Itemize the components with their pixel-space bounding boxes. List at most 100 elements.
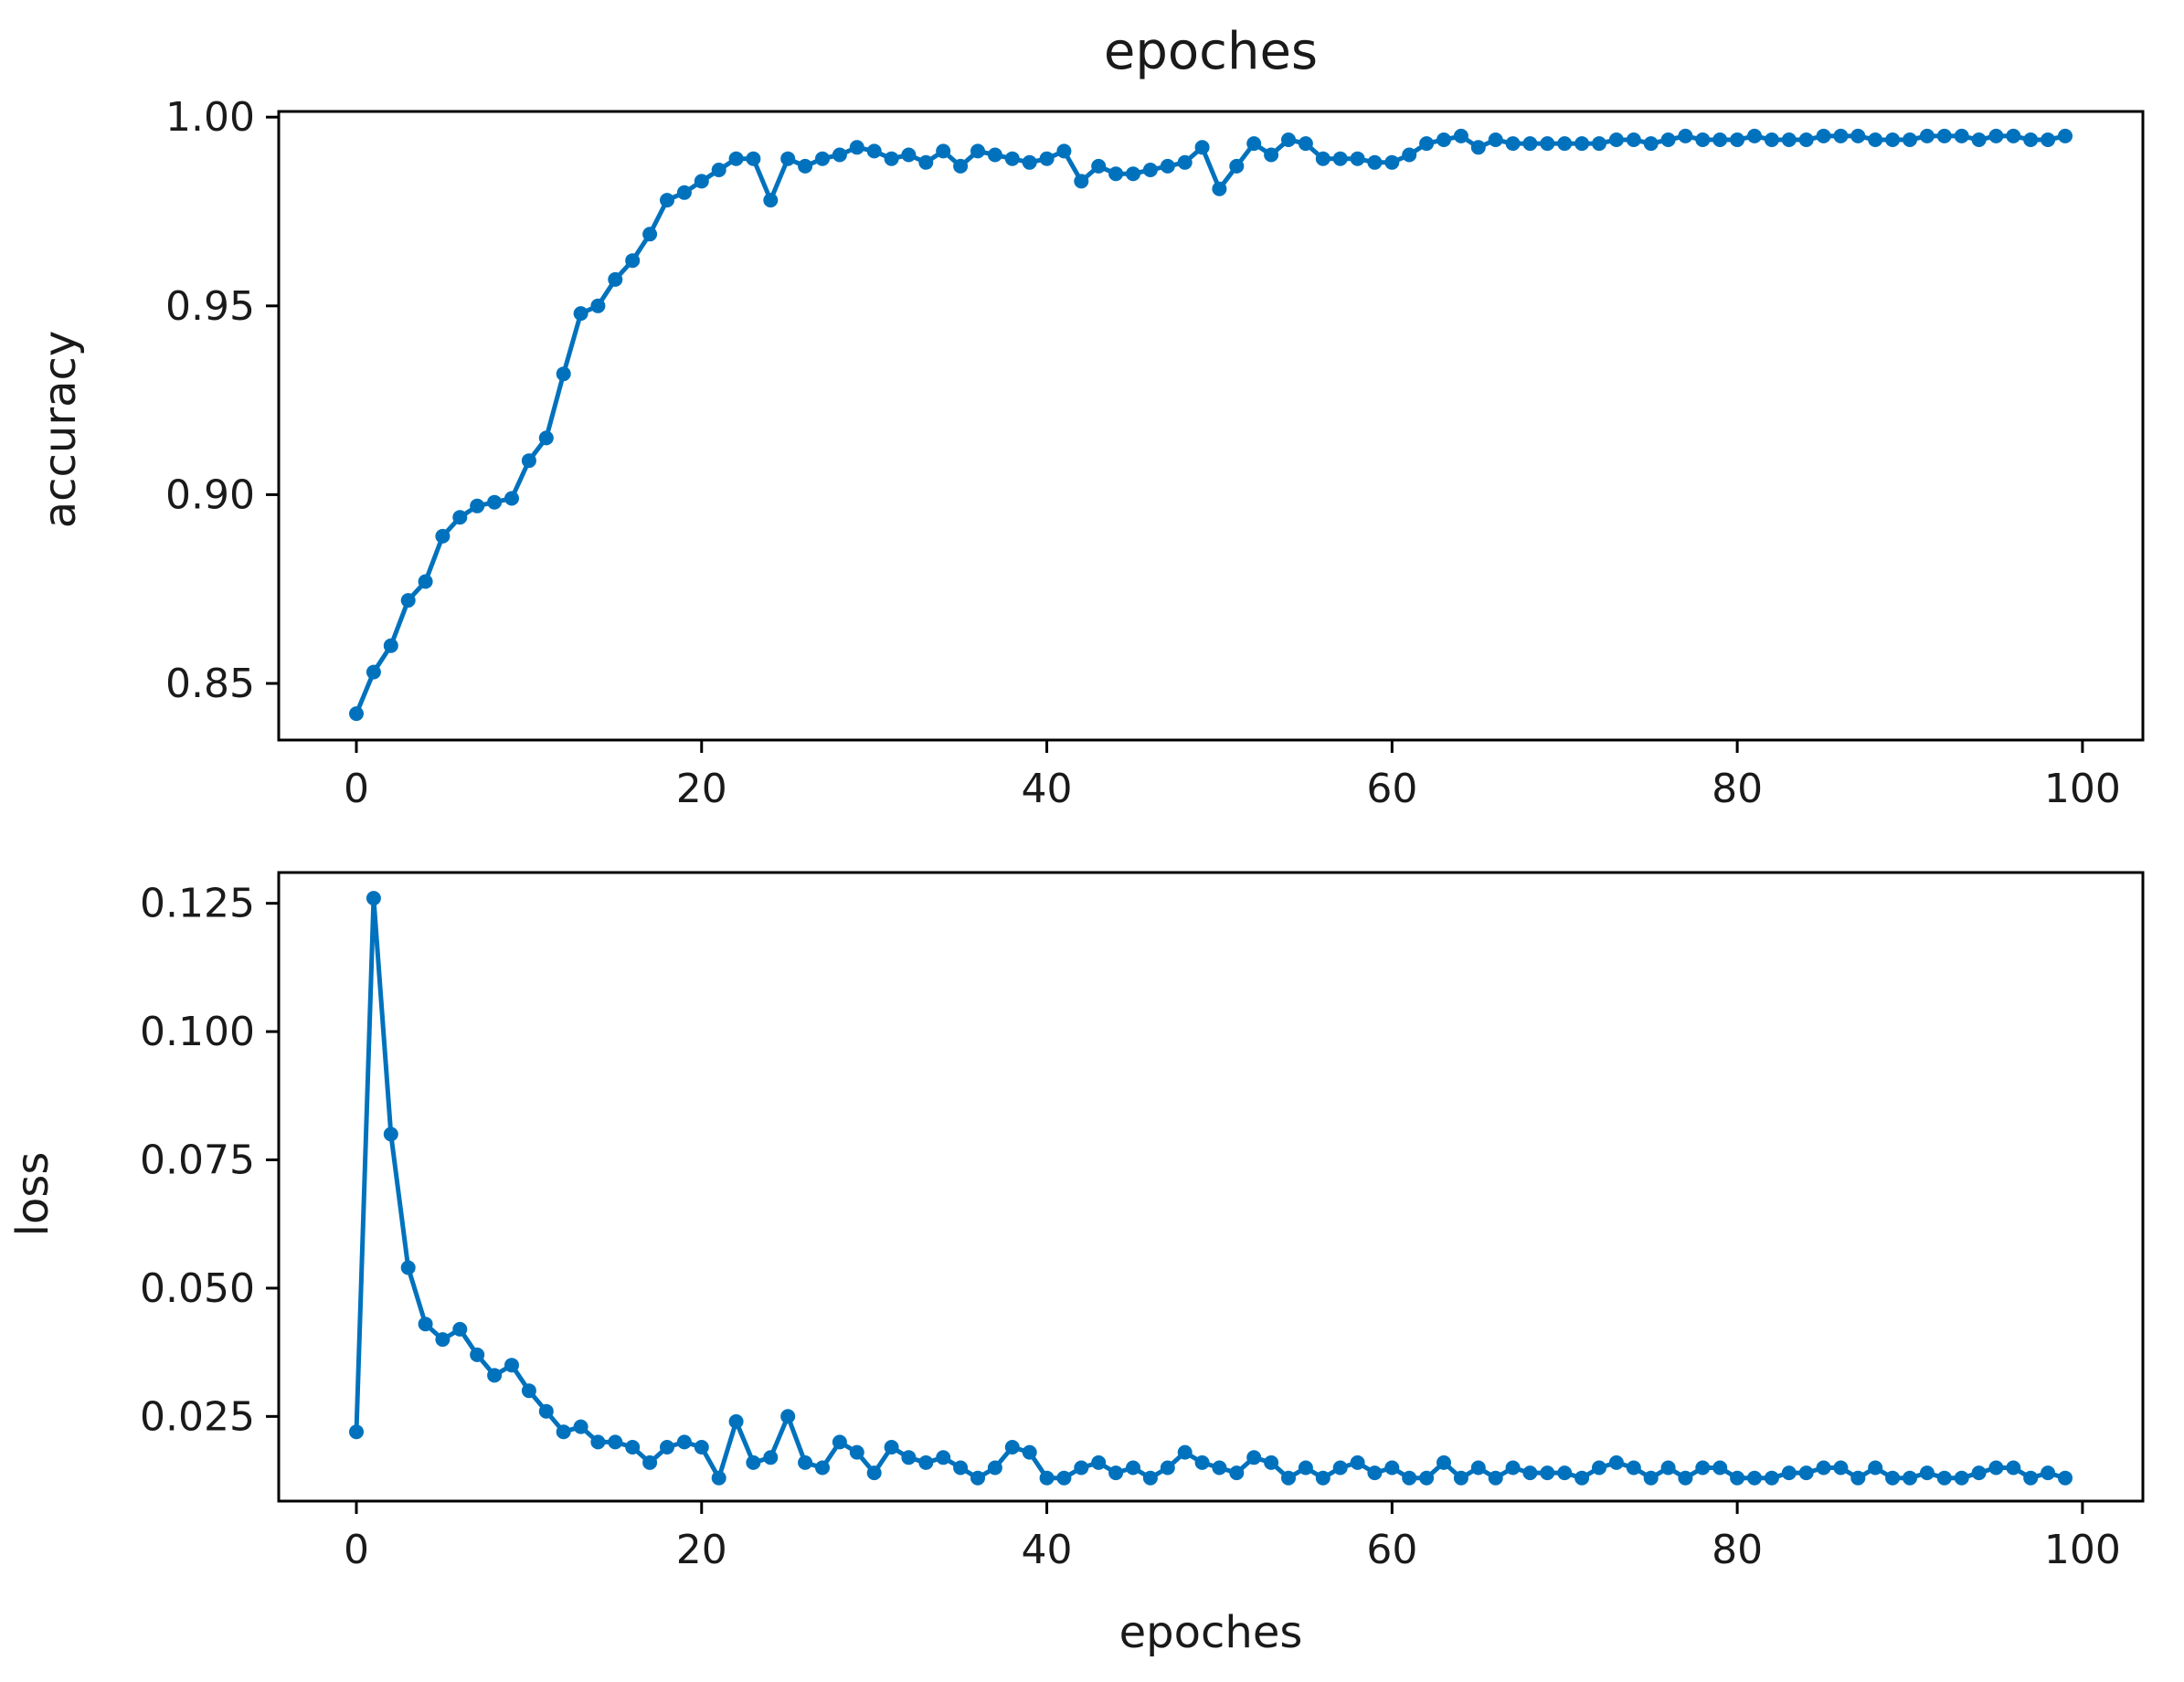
loss-data-point [1850, 1470, 1866, 1486]
accuracy-data-point [1798, 132, 1814, 147]
accuracy-data-point [1419, 136, 1435, 152]
loss-data-point [504, 1358, 519, 1373]
accuracy-data-point [1919, 128, 1935, 143]
loss-data-point [1919, 1465, 1935, 1481]
accuracy-data-point [832, 147, 847, 163]
loss-data-point [1384, 1460, 1400, 1476]
loss-data-point [1868, 1460, 1883, 1476]
accuracy-data-point [1246, 136, 1262, 152]
loss-x-axis-label: epoches [1119, 1607, 1303, 1658]
loss-data-point [1419, 1470, 1435, 1486]
accuracy-data-point [1074, 174, 1089, 189]
accuracy-data-point [573, 306, 588, 322]
accuracy-data-point [1212, 181, 1227, 196]
loss-data-point [884, 1440, 899, 1455]
accuracy-data-point [1971, 132, 1987, 147]
accuracy-data-point [1643, 136, 1659, 152]
loss-data-point [1608, 1455, 1624, 1470]
accuracy-chart-title: epoches [1104, 22, 1318, 81]
accuracy-y-tick-label: 0.95 [165, 283, 255, 330]
accuracy-data-point [1264, 147, 1279, 163]
accuracy-data-point [1384, 154, 1400, 170]
accuracy-data-point [504, 491, 519, 506]
loss-x-tick-label: 80 [1712, 1527, 1763, 1573]
loss-data-point [1816, 1460, 1831, 1476]
loss-data-point [970, 1470, 985, 1486]
accuracy-data-point [676, 185, 692, 200]
loss-data-point [1695, 1460, 1711, 1476]
accuracy-data-point [1022, 154, 1037, 170]
accuracy-data-point [538, 430, 554, 446]
accuracy-data-point [1229, 158, 1245, 174]
loss-data-point [1747, 1470, 1762, 1486]
accuracy-data-point [918, 154, 934, 170]
loss-x-tick-label: 60 [1366, 1527, 1417, 1573]
loss-data-point [815, 1460, 830, 1476]
loss-data-point [763, 1450, 779, 1465]
accuracy-data-point [400, 593, 416, 608]
loss-data-point [1056, 1470, 1072, 1486]
accuracy-data-point [1004, 151, 1020, 166]
loss-data-point [487, 1368, 503, 1383]
loss-data-point [1022, 1444, 1037, 1460]
accuracy-y-tick-label: 0.90 [165, 471, 255, 518]
accuracy-data-point [1988, 128, 2004, 143]
accuracy-data-point [866, 143, 882, 159]
accuracy-data-point [642, 227, 658, 242]
loss-data-point [383, 1127, 398, 1142]
accuracy-data-point [418, 574, 433, 589]
accuracy-data-point [970, 143, 985, 159]
accuracy-data-point [349, 706, 364, 722]
accuracy-data-point [1522, 136, 1538, 152]
loss-x-tick-label: 20 [676, 1527, 727, 1573]
loss-data-point [1971, 1465, 1987, 1481]
loss-data-point [1592, 1460, 1606, 1476]
accuracy-data-point [1453, 128, 1468, 143]
accuracy-data-point [1781, 132, 1797, 147]
accuracy-data-point [1091, 158, 1107, 174]
loss-data-point [1229, 1465, 1245, 1481]
loss-data-point [1730, 1470, 1745, 1486]
accuracy-data-point [884, 151, 899, 166]
loss-data-point [1298, 1460, 1313, 1476]
accuracy-data-point [763, 193, 779, 208]
accuracy-data-point [694, 174, 709, 189]
loss-data-point [1367, 1465, 1383, 1481]
accuracy-plot-frame [277, 110, 2145, 742]
accuracy-data-point [2058, 128, 2073, 143]
accuracy-data-point [953, 158, 969, 174]
accuracy-data-point [1540, 136, 1555, 152]
loss-data-point [1712, 1460, 1728, 1476]
loss-data-point [1833, 1460, 1849, 1476]
accuracy-data-point [1142, 163, 1158, 177]
loss-data-point [2041, 1465, 2056, 1481]
accuracy-chart: epoches accuracy 0 20 40 60 80 100 0.85 0.90 0.9… [35, 22, 2145, 812]
loss-data-point [1315, 1470, 1331, 1486]
accuracy-data-point [1281, 132, 1296, 147]
accuracy-data-point [1160, 158, 1175, 174]
loss-data-point [1522, 1465, 1538, 1481]
loss-data-point [711, 1470, 726, 1486]
accuracy-data-point [987, 147, 1002, 163]
loss-data-point [1194, 1455, 1210, 1470]
accuracy-data-point [1367, 154, 1383, 170]
loss-y-axis-label: loss [7, 1152, 58, 1237]
accuracy-data-point [1505, 136, 1521, 152]
loss-data-point [798, 1455, 813, 1470]
accuracy-data-point [1402, 147, 1417, 163]
loss-data-point [832, 1434, 847, 1450]
loss-series-line [354, 895, 2068, 1481]
accuracy-data-point [435, 528, 451, 544]
loss-data-point [1988, 1460, 2004, 1476]
loss-data-point [849, 1444, 864, 1460]
loss-data-point [694, 1440, 709, 1455]
accuracy-data-point [1730, 132, 1745, 147]
loss-data-point [1540, 1465, 1555, 1481]
loss-data-point [936, 1450, 951, 1465]
loss-data-point [349, 1424, 364, 1440]
loss-data-point [452, 1321, 468, 1337]
loss-axes: 0 20 40 60 80 100 0.025 0.050 0.075 0.100 0.125 [140, 881, 2121, 1573]
accuracy-data-point [746, 151, 761, 166]
loss-data-point [1177, 1444, 1193, 1460]
